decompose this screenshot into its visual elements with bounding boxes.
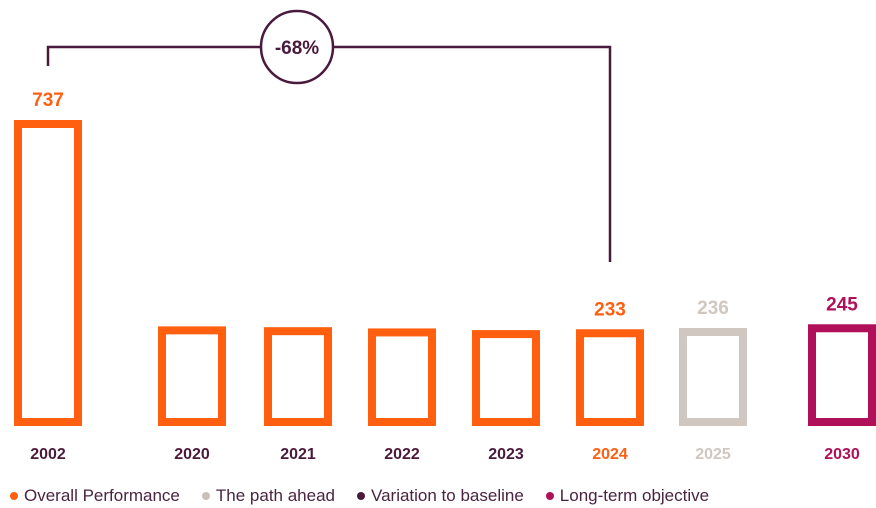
legend-dot-variation-icon — [357, 492, 365, 500]
bar-2022 — [368, 328, 436, 427]
legend-label-path-ahead: The path ahead — [215, 486, 335, 505]
legend-item-path-ahead: The path ahead — [201, 486, 335, 506]
legend-item-variation: Variation to baseline — [357, 486, 524, 506]
variation-label: -68% — [275, 38, 319, 59]
x-tick-label-2022: 2022 — [384, 446, 420, 463]
bar-2002 — [14, 120, 82, 426]
x-tick-label-2025: 2025 — [695, 446, 731, 463]
legend-dot-objective-icon — [545, 492, 554, 500]
legend-item-long-term-objective: Long-term objective — [545, 486, 710, 506]
bar-chart: 2002 737 2020 2021 2022 2023 2024 233 2025 236 203… — [14, 9, 876, 463]
bar-2030 — [808, 324, 876, 426]
bar-2020 — [158, 326, 226, 426]
legend-label-long-term-objective: Long-term objective — [559, 486, 710, 505]
x-tick-label-2020: 2020 — [174, 446, 210, 463]
bar-2021 — [264, 327, 332, 426]
legend-dot-overall-icon — [10, 492, 18, 500]
value-label-2030: 245 — [826, 294, 858, 315]
legend-label-overall-performance: Overall Performance — [24, 486, 180, 505]
x-tick-label-2023: 2023 — [488, 446, 524, 463]
variation-bracket — [46, 45, 612, 262]
x-tick-label-2024: 2024 — [592, 446, 628, 463]
bar-2023 — [472, 330, 540, 426]
x-tick-label-2021: 2021 — [280, 446, 316, 463]
x-tick-label-2030: 2030 — [824, 446, 860, 463]
legend-item-overall-performance: Overall Performance — [10, 486, 180, 506]
legend-dot-path-icon — [201, 492, 210, 500]
x-tick-label-2002: 2002 — [30, 446, 66, 463]
legend-label-variation: Variation to baseline — [371, 486, 524, 505]
value-label-2025: 236 — [697, 298, 729, 319]
chart-legend: Overall Performance The path ahead Varia… — [10, 486, 709, 506]
bar-2024 — [576, 329, 644, 426]
bar-2025 — [679, 328, 747, 427]
value-label-2002: 737 — [32, 90, 64, 111]
variation-circle — [259, 9, 335, 85]
value-label-2024: 233 — [594, 299, 626, 320]
